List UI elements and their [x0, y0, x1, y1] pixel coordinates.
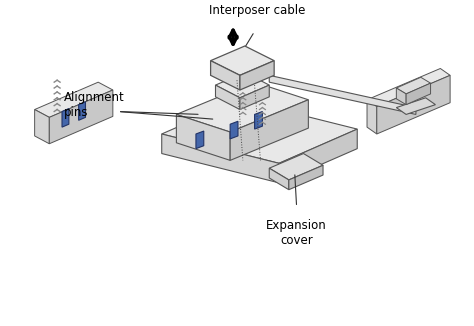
Polygon shape — [210, 46, 274, 75]
Polygon shape — [377, 75, 450, 134]
Text: Alignment
pins: Alignment pins — [64, 91, 125, 119]
Polygon shape — [196, 131, 204, 149]
Polygon shape — [279, 129, 357, 183]
Polygon shape — [367, 68, 450, 107]
Polygon shape — [79, 102, 85, 120]
Polygon shape — [35, 110, 49, 144]
Text: Interposer cable: Interposer cable — [210, 4, 306, 17]
Polygon shape — [176, 114, 230, 160]
Polygon shape — [289, 165, 323, 190]
Polygon shape — [49, 90, 113, 144]
Polygon shape — [396, 77, 430, 94]
Polygon shape — [367, 100, 377, 134]
Polygon shape — [396, 88, 406, 105]
Polygon shape — [176, 82, 309, 132]
Text: Expansion
cover: Expansion cover — [266, 219, 327, 247]
Polygon shape — [230, 121, 238, 139]
Polygon shape — [255, 111, 263, 129]
Polygon shape — [406, 83, 430, 105]
Polygon shape — [269, 168, 289, 190]
Polygon shape — [216, 72, 269, 98]
Polygon shape — [35, 82, 113, 117]
Polygon shape — [240, 85, 269, 110]
Polygon shape — [210, 61, 240, 90]
Polygon shape — [269, 154, 323, 180]
Polygon shape — [230, 100, 309, 160]
Polygon shape — [240, 61, 274, 90]
Polygon shape — [162, 134, 279, 183]
Polygon shape — [269, 75, 416, 114]
Polygon shape — [396, 98, 436, 114]
Polygon shape — [216, 85, 240, 110]
Polygon shape — [162, 100, 357, 163]
Polygon shape — [62, 109, 69, 127]
